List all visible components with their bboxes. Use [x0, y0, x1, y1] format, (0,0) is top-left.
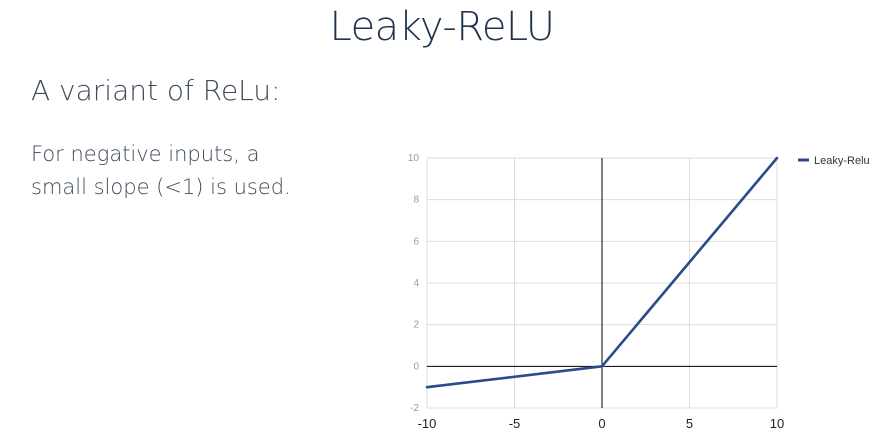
x-tick-label: 10	[770, 416, 784, 431]
chart-series	[425, 156, 779, 389]
leaky-relu-chart: -2 0 2 4 6 8 10 -10 -5 0 5 10 Leaky-Relu	[380, 140, 880, 445]
chart-tick-labels: -2 0 2 4 6 8 10 -10 -5 0 5 10	[408, 153, 784, 431]
chart-svg: -2 0 2 4 6 8 10 -10 -5 0 5 10 Leaky-Relu	[408, 153, 870, 431]
body-line-2: small slope (<1) is used.	[31, 175, 291, 199]
y-tick-label: 10	[408, 153, 420, 164]
x-tick-label: -10	[418, 416, 437, 431]
y-tick-label: 4	[413, 278, 419, 289]
y-tick-label: 2	[413, 320, 419, 331]
slide-body-text: For negative inputs, a small slope (<1) …	[31, 138, 361, 204]
y-tick-label: 0	[413, 361, 419, 372]
x-tick-label: 5	[686, 416, 693, 431]
slide-title: Leaky-ReLU	[329, 4, 555, 50]
y-tick-label: 8	[413, 195, 419, 206]
x-tick-label: -5	[509, 416, 521, 431]
y-tick-label: -2	[410, 403, 419, 414]
slide-subtitle: A variant of ReLu:	[31, 74, 281, 107]
body-line-1: For negative inputs, a	[31, 142, 260, 166]
series-line-leaky-relu	[425, 156, 779, 389]
x-tick-label: 0	[598, 416, 605, 431]
legend-label: Leaky-Relu	[814, 155, 870, 167]
chart-legend: Leaky-Relu	[798, 155, 870, 167]
y-tick-label: 6	[413, 236, 419, 247]
